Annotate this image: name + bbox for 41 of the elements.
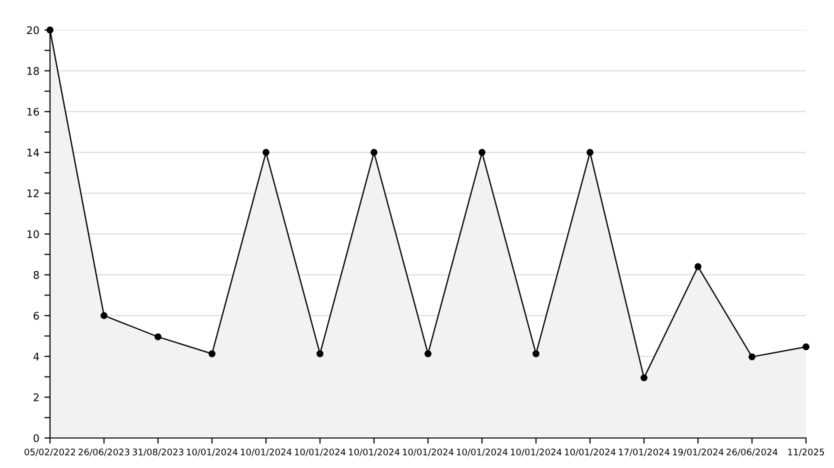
point — [802, 343, 810, 350]
x-tick-label: 31/08/2023 — [132, 448, 184, 456]
y-tick-label: 4 — [33, 352, 39, 360]
point — [316, 350, 324, 358]
x-tick-label: 10/01/2024 — [348, 448, 400, 456]
x-tick-label: 10/01/2024 — [510, 448, 562, 456]
point — [46, 26, 54, 34]
x-tick-label: 10/01/2024 — [402, 448, 454, 456]
x-tick-label: 10/01/2024 — [564, 448, 616, 456]
point — [694, 263, 702, 270]
point — [478, 148, 486, 156]
x-tick-label: 10/01/2024 — [186, 448, 238, 456]
y-tick-label: 14 — [27, 148, 39, 156]
point — [208, 350, 216, 358]
y-tick-label: 0 — [34, 434, 39, 442]
y-tick-label: 2 — [34, 393, 39, 402]
x-tick-label: 11/2025 — [788, 448, 824, 456]
x-tick-label: 05/02/2022 — [24, 448, 76, 456]
point — [262, 148, 270, 156]
point — [100, 312, 108, 320]
point — [370, 148, 378, 156]
y-tick-label: 20 — [27, 26, 39, 34]
x-tick-label: 19/01/2024 — [672, 448, 724, 456]
x-tick-label: 10/01/2024 — [240, 448, 292, 456]
y-tick-label: 12 — [27, 189, 39, 198]
y-tick-label: 6 — [34, 312, 39, 320]
x-tick-label: 10/01/2024 — [456, 448, 508, 456]
x-tick-label: 26/06/2024 — [726, 448, 778, 456]
x-tick-label: 17/01/2024 — [618, 448, 670, 456]
point — [748, 353, 756, 360]
y-tick-label: 10 — [27, 230, 39, 238]
point — [154, 333, 162, 340]
point — [640, 374, 648, 382]
y-tick-label: 18 — [27, 67, 39, 75]
y-tick-label: 8 — [34, 271, 39, 279]
point — [424, 350, 432, 358]
y-tick-label: 16 — [27, 108, 39, 116]
x-tick-label: 10/01/2024 — [294, 448, 346, 456]
point — [586, 148, 594, 156]
x-tick-label: 26/06/2023 — [78, 448, 130, 456]
point — [532, 350, 540, 358]
